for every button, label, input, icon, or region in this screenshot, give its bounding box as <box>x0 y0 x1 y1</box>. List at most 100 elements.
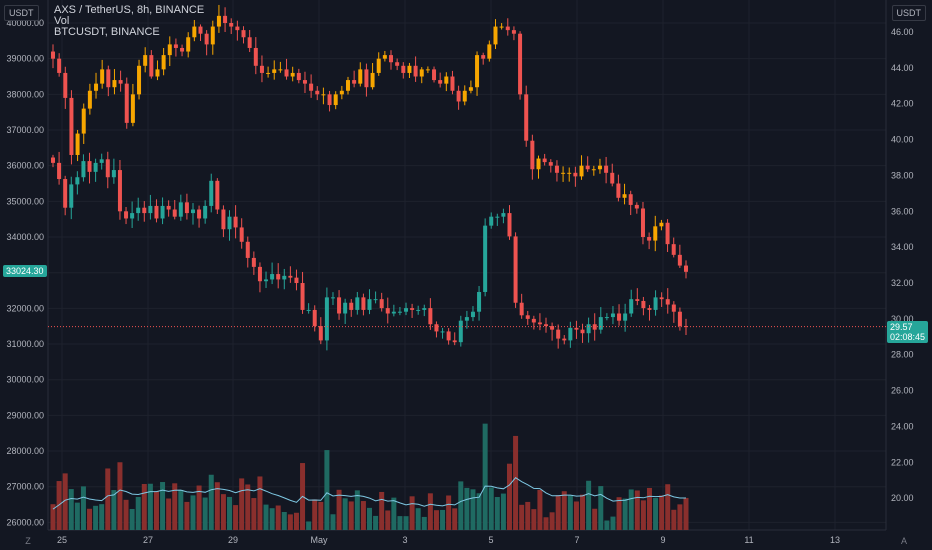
btc-candle <box>591 165 596 176</box>
axs-candle <box>57 151 62 185</box>
volume-bar <box>50 504 56 530</box>
legend-volume[interactable]: Vol <box>54 15 70 27</box>
axs-candle <box>124 207 129 225</box>
legend-compare-symbol[interactable]: BTCUSDT, BINANCE <box>54 26 160 38</box>
btc-candle <box>358 62 363 87</box>
time-axis[interactable]: 25 27 29 May 3 5 7 9 11 13 <box>57 535 840 545</box>
btc-candle <box>339 85 344 100</box>
time-axis-tick: 3 <box>402 535 407 545</box>
axs-candle <box>349 299 354 317</box>
axs-candle <box>81 154 86 182</box>
btc-candle <box>573 166 578 187</box>
volume-bar <box>531 509 537 530</box>
volume-bar <box>458 481 464 530</box>
btc-candle <box>235 20 240 41</box>
btc-candle <box>640 201 645 245</box>
right-price-axis[interactable]: 46.00 44.00 42.00 40.00 38.00 36.00 34.00 32.00… <box>891 27 914 503</box>
left-axis-tick: 27000.00 <box>6 482 44 492</box>
btc-candle <box>438 72 443 88</box>
axs-candle <box>312 305 317 332</box>
btc-candle <box>376 52 381 76</box>
left-axis-tick: 26000.00 <box>6 517 44 527</box>
axs-candle <box>75 171 80 195</box>
btc-candle <box>444 72 449 92</box>
left-price-axis[interactable]: 40000.00 39000.00 38000.00 37000.00 36000.00… <box>6 18 44 527</box>
axs-candle <box>154 199 159 223</box>
btc-candle <box>180 44 185 57</box>
left-axis-unit-badge[interactable]: USDT <box>4 5 39 21</box>
btc-candle <box>204 30 209 56</box>
volume-bar <box>482 423 488 530</box>
btc-current-price-tag: 33024.30 <box>3 264 47 277</box>
axs-candle <box>495 213 500 226</box>
btc-candle <box>585 156 590 172</box>
btc-candle <box>315 86 320 101</box>
volume-bar <box>269 508 275 530</box>
btc-candle <box>309 74 314 98</box>
btc-candle <box>266 66 271 78</box>
axs-candle <box>531 315 536 330</box>
btc-candle <box>173 38 178 57</box>
volume-bar <box>367 507 372 530</box>
btc-candle <box>419 67 424 84</box>
btc-candle <box>69 90 74 165</box>
volume-bar <box>598 486 604 530</box>
axs-candle <box>160 197 165 225</box>
volume-bar <box>172 483 178 530</box>
axs-candle <box>221 205 226 238</box>
axs-candle <box>653 290 658 316</box>
left-axis-tick: 36000.00 <box>6 161 44 171</box>
volume-bar <box>567 495 573 530</box>
axs-candle <box>99 153 104 170</box>
btc-candle <box>143 47 148 73</box>
chart-legend: AXS / TetherUS, 8h, BINANCE Vol BTCUSDT,… <box>54 5 204 38</box>
axs-candle <box>306 303 311 314</box>
btc-candle <box>628 190 633 216</box>
axs-candle <box>264 271 269 288</box>
legend-symbol[interactable]: AXS / TetherUS, 8h, BINANCE <box>54 4 205 16</box>
volume-bar <box>427 493 433 530</box>
volume-bar <box>245 484 251 530</box>
axs-candle <box>677 307 682 331</box>
volume-bar <box>318 501 324 530</box>
axs-candle <box>136 197 141 221</box>
auto-scale-button-left[interactable]: Z <box>25 536 31 546</box>
axs-candle <box>251 251 256 275</box>
btc-candle <box>616 174 621 202</box>
btcusdt-candles <box>51 4 688 279</box>
axs-candle <box>483 218 488 297</box>
axs-candle <box>635 288 640 306</box>
volume-bar <box>440 509 446 530</box>
btc-candle <box>610 163 615 187</box>
btc-candle <box>468 80 473 94</box>
volume-moving-average <box>52 477 686 510</box>
axs-candle <box>507 205 512 240</box>
time-axis-tick: 25 <box>57 535 67 545</box>
axs-candle <box>245 236 250 268</box>
btc-candle <box>223 7 228 32</box>
axs-candle <box>87 152 92 184</box>
btc-candle <box>622 183 627 205</box>
btc-candle <box>382 50 387 62</box>
axs-candle <box>130 201 135 228</box>
volume-bar <box>671 509 677 530</box>
volume-bar <box>573 501 579 530</box>
right-axis-unit-badge[interactable]: USDT <box>891 5 926 21</box>
right-axis-tick: 20.00 <box>891 493 914 503</box>
auto-scale-button-right[interactable]: A <box>900 536 907 546</box>
axs-candle <box>397 307 402 316</box>
volume-bar <box>354 490 360 530</box>
volume-bar <box>373 515 379 530</box>
btc-candle <box>487 40 492 62</box>
btc-candle <box>634 202 639 214</box>
btc-candle <box>530 134 535 180</box>
axs-candle <box>276 263 281 289</box>
time-axis-tick: 9 <box>660 535 665 545</box>
volume-bar <box>129 508 135 530</box>
volume-bar <box>677 504 683 530</box>
btc-candle <box>389 50 394 70</box>
btc-candle <box>333 91 338 110</box>
axs-candle <box>458 315 463 347</box>
btc-candle <box>241 26 246 44</box>
